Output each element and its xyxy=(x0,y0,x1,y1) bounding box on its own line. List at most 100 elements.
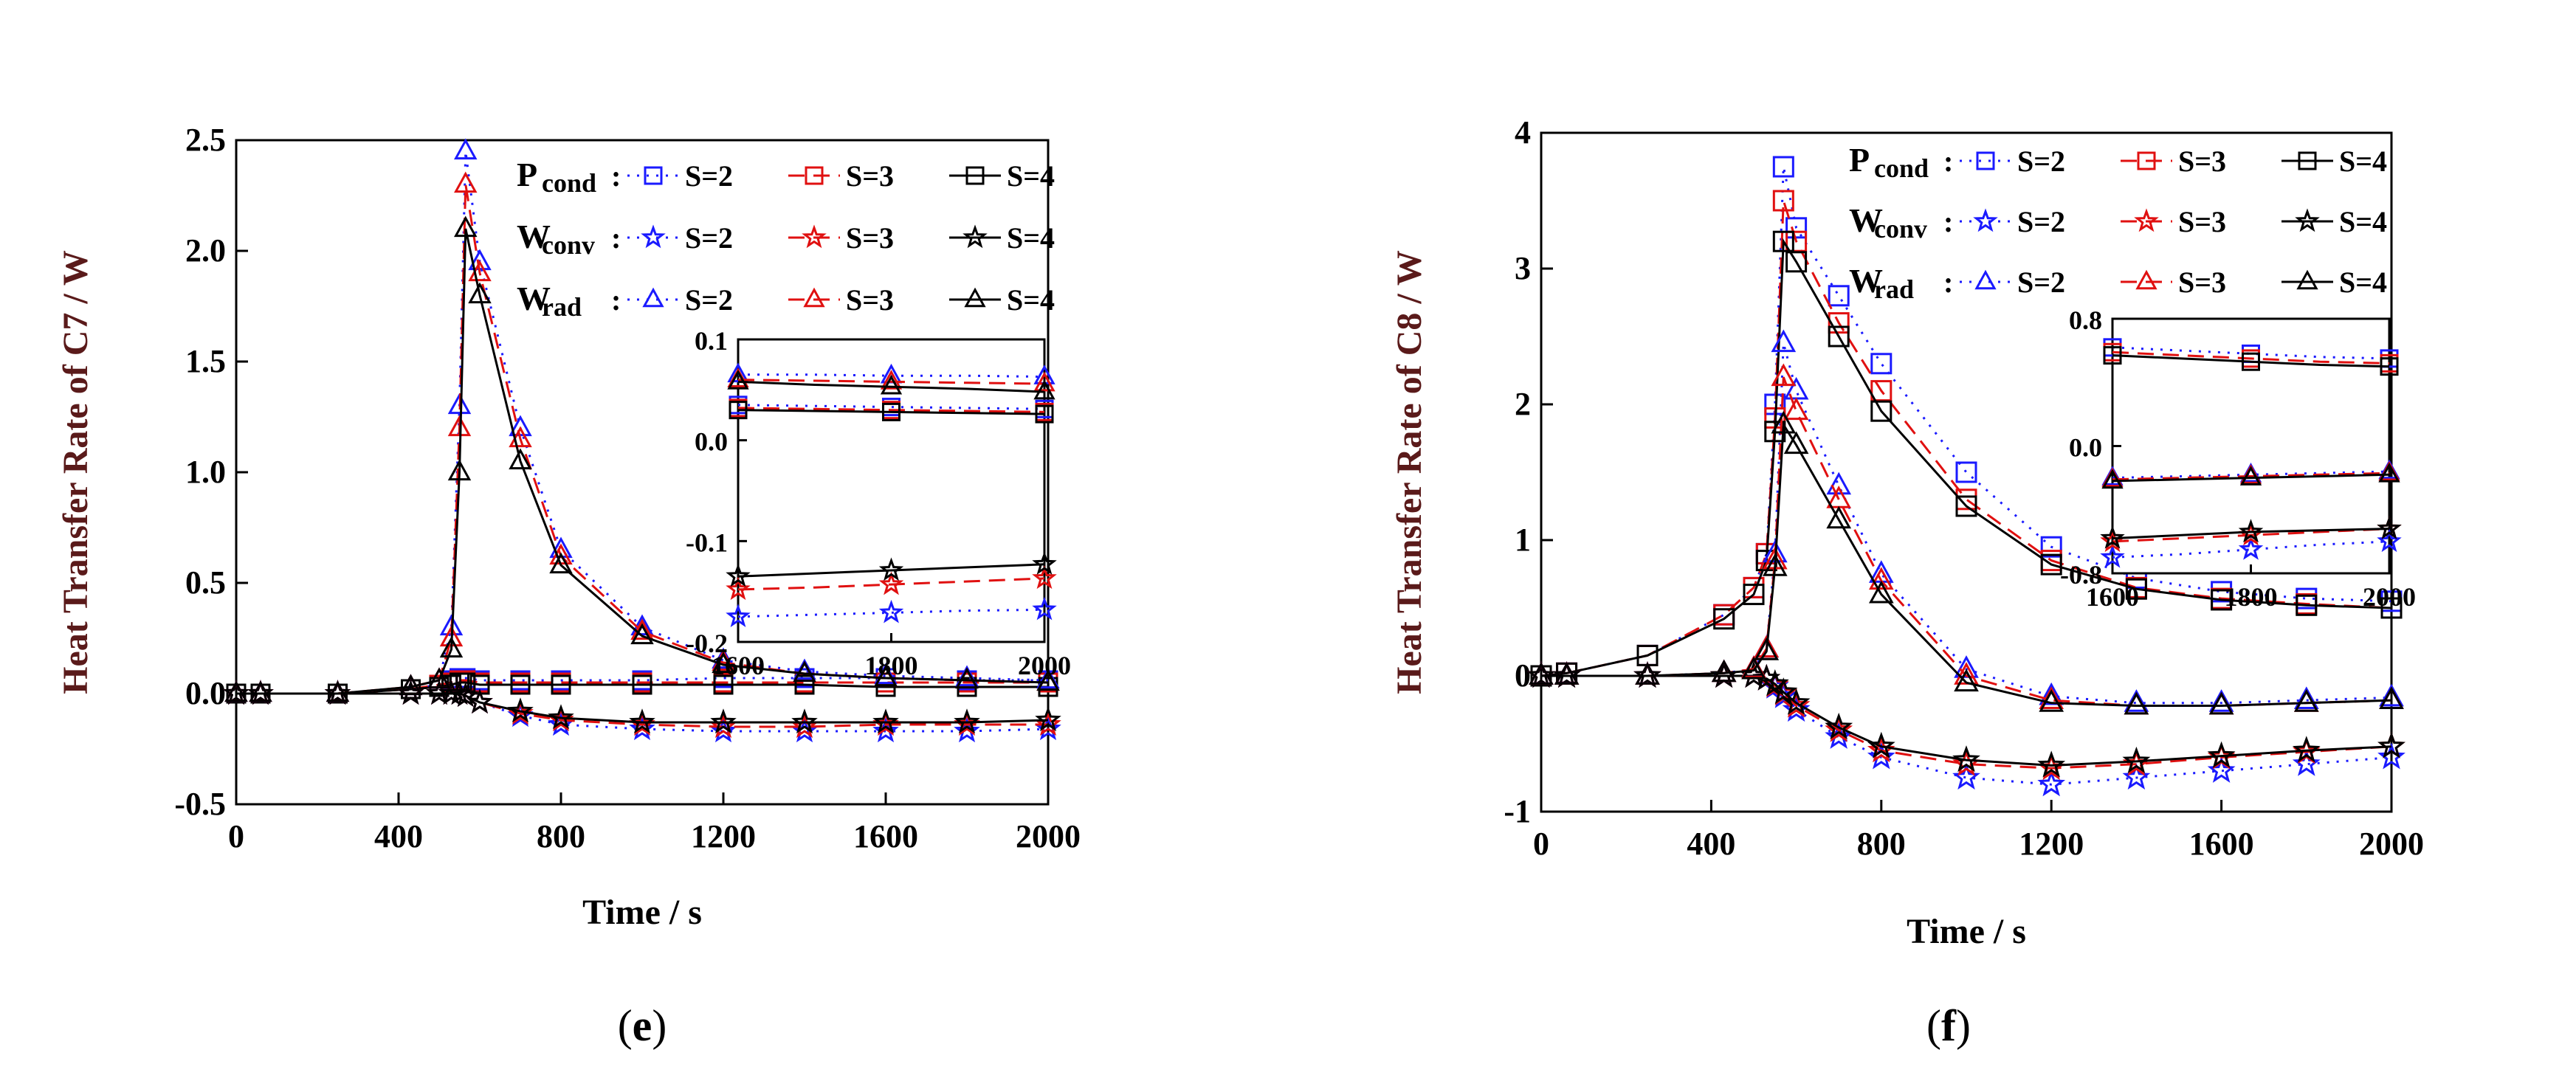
data-point-P_cond-S=4 xyxy=(551,674,571,695)
data-point-W_conv-S=2 xyxy=(2292,749,2321,776)
data-point-W_conv-S=2 xyxy=(2122,763,2151,790)
legend-key: P xyxy=(1849,141,1870,179)
legend-marker xyxy=(2295,208,2320,232)
legend-separator: : xyxy=(1943,205,1953,238)
data-point-W_rad-S=4 xyxy=(727,370,749,390)
series-line-W_conv-S=4 xyxy=(2112,528,2390,540)
data-point-P_cond-S=4 xyxy=(455,672,476,693)
legend-label: S=2 xyxy=(2017,145,2065,178)
x-tick-label: 0 xyxy=(1533,826,1549,862)
data-point-W_rad-S=3 xyxy=(1771,363,1797,387)
data-point-W_rad-S=3 xyxy=(880,370,903,390)
data-point-P_cond-S=4 xyxy=(1828,325,1850,348)
data-point-P_cond-S=4 xyxy=(729,401,748,420)
x-tick-label: 1600 xyxy=(712,651,765,680)
data-point-W_conv-S=4 xyxy=(438,680,465,705)
y-tick-label: -0.2 xyxy=(686,629,728,658)
legend-key-subscript: conv xyxy=(542,230,595,260)
legend-label: S=3 xyxy=(846,159,894,193)
data-point-P_cond-S=2 xyxy=(1828,285,1850,307)
chart-panel-f: Heat Transfer Rate of C8 / W Time / s 0 4… xyxy=(1390,114,2424,951)
data-point-P_cond-S=4 xyxy=(2211,589,2233,611)
data-point-W_rad-S=4 xyxy=(1762,553,1788,576)
inset-frame xyxy=(737,338,1046,643)
data-point-P_cond-S=4 xyxy=(632,674,652,695)
data-point-W_conv-S=4 xyxy=(954,708,980,734)
legend-label: S=2 xyxy=(685,283,733,317)
x-tick-label: 1800 xyxy=(865,651,918,680)
data-point-W_conv-S=4 xyxy=(726,563,751,587)
data-point-P_cond-S=2 xyxy=(1870,353,1893,375)
data-point-P_cond-S=3 xyxy=(1828,312,1850,334)
data-point-W_conv-S=4 xyxy=(1035,706,1061,732)
legend-key: W xyxy=(1849,262,1883,300)
data-point-W_rad-S=2 xyxy=(1771,329,1797,353)
legend-separator: : xyxy=(611,283,621,317)
data-point-W_conv-S=4 xyxy=(2122,746,2151,773)
data-point-W_rad-S=2 xyxy=(1783,376,1809,400)
x-tick-label: 1600 xyxy=(2086,582,2139,612)
data-point-W_conv-S=4 xyxy=(466,688,493,714)
data-point-P_cond-S=4 xyxy=(2296,594,2318,616)
data-point-W_rad-S=4 xyxy=(1033,379,1055,400)
data-point-P_cond-S=4 xyxy=(1955,495,1977,517)
legend-marker xyxy=(2296,269,2318,290)
data-point-W_conv-S=4 xyxy=(2100,525,2125,549)
series-line-W_rad-S=4 xyxy=(1541,421,2392,707)
data-point-P_cond-S=4 xyxy=(2380,597,2403,619)
legend-marker xyxy=(803,287,825,308)
legend-marker xyxy=(1973,208,1998,232)
legend-marker xyxy=(641,224,666,249)
data-point-W_rad-S=2 xyxy=(447,393,472,415)
inset-f: 1600 1800 2000 -0.8 0.0 0.8 xyxy=(2060,305,2416,612)
y-tick-label: 0.0 xyxy=(2069,433,2102,463)
series-line-P_cond-S=3 xyxy=(2112,350,2390,364)
series-line-P_cond-S=3 xyxy=(737,407,1045,413)
data-point-W_conv-S=3 xyxy=(878,571,904,595)
data-point-W_rad-S=2 xyxy=(2379,683,2404,707)
data-point-P_cond-S=4 xyxy=(2103,346,2122,365)
series-line-W_rad-S=4 xyxy=(2112,473,2390,483)
data-point-W_conv-S=4 xyxy=(223,680,249,705)
series-line-W_rad-S=4 xyxy=(236,228,1049,695)
y-axis-label-f: Heat Transfer Rate of C8 / W xyxy=(1390,250,1429,694)
legend-label: S=3 xyxy=(2178,266,2226,299)
x-tick-label: 2000 xyxy=(1018,651,1071,680)
data-point-P_cond-S=2 xyxy=(1955,461,1977,483)
data-point-W_rad-S=4 xyxy=(2378,462,2400,483)
data-point-W_rad-S=4 xyxy=(326,680,350,702)
data-point-W_rad-S=4 xyxy=(1635,662,1660,685)
legend-label: S=2 xyxy=(2017,266,2065,299)
x-tick-label: 800 xyxy=(1857,826,1906,862)
data-point-P_cond-S=4 xyxy=(713,674,734,695)
data-point-W_conv-S=3 xyxy=(726,576,751,601)
legend-label: S=4 xyxy=(2339,266,2387,299)
y-tick-label: 0.8 xyxy=(2069,305,2102,335)
series-line-W_conv-S=3 xyxy=(737,577,1045,591)
data-point-W_rad-S=4 xyxy=(1954,668,1979,692)
panel-label-f: (f) xyxy=(1926,1001,1971,1050)
data-point-W_conv-S=4 xyxy=(507,697,534,723)
data-series-e xyxy=(223,138,1061,743)
data-point-W_rad-S=4 xyxy=(2239,466,2262,486)
data-point-W_rad-S=4 xyxy=(2293,689,2319,712)
data-point-W_rad-S=3 xyxy=(1754,635,1780,658)
series-line-W_rad-S=2 xyxy=(1541,342,2392,705)
data-point-W_rad-S=4 xyxy=(427,667,451,689)
data-point-W_conv-S=4 xyxy=(1527,661,1555,688)
x-tick-label: 400 xyxy=(1687,826,1735,862)
data-point-W_rad-S=4 xyxy=(249,680,272,702)
series-line-P_cond-S=2 xyxy=(1540,166,2392,677)
data-point-W_rad-S=2 xyxy=(1826,471,1852,495)
y-tick-label: -1 xyxy=(1504,793,1531,829)
data-point-W_conv-S=4 xyxy=(1867,731,1895,759)
x-tick-label: 2000 xyxy=(2359,826,2424,862)
series-line-W_conv-S=4 xyxy=(737,563,1045,578)
y-tick-label: 2.0 xyxy=(185,232,226,269)
data-point-W_rad-S=4 xyxy=(2379,686,2404,710)
data-point-W_rad-S=4 xyxy=(447,459,472,481)
series-line-W_rad-S=4 xyxy=(737,380,1045,393)
